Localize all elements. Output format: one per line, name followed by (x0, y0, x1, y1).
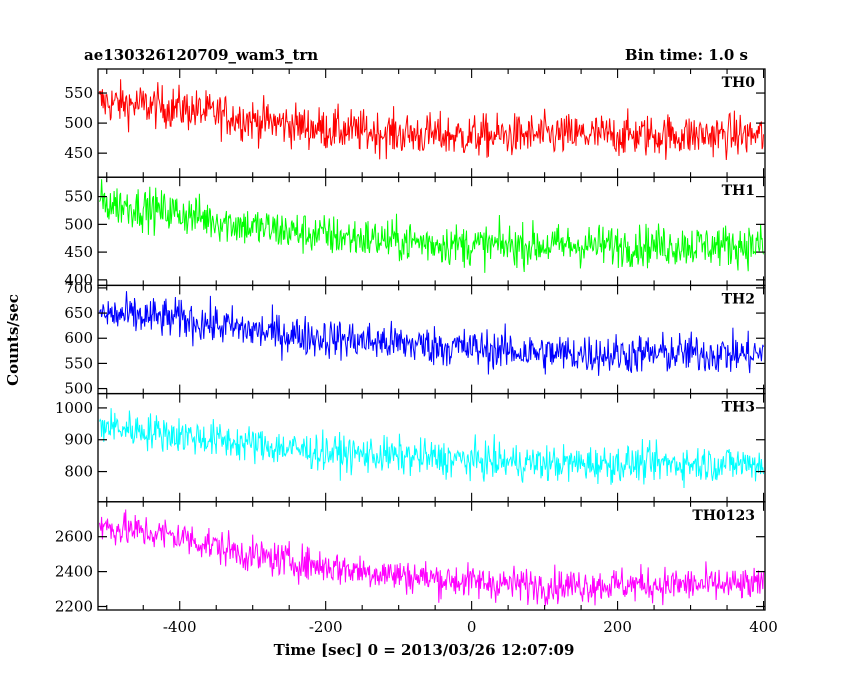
x-axis-label: Time [sec] 0 = 2013/03/26 12:07:09 (274, 641, 575, 659)
y-tick-label-th0123: 2200 (55, 598, 93, 616)
y-tick-label-th2: 650 (64, 304, 93, 322)
y-tick-label-th3: 900 (64, 431, 93, 449)
y-tick-label-th0: 500 (64, 114, 93, 132)
y-tick-label-th0123: 2600 (55, 528, 93, 546)
panel-label-th0: TH0 (722, 75, 756, 91)
panel-label-th2: TH2 (722, 291, 755, 307)
y-tick-label-th1: 450 (64, 243, 93, 261)
y-tick-label-th1: 500 (64, 215, 93, 233)
y-tick-label-th1: 400 (64, 271, 93, 289)
series-line-th0 (99, 79, 764, 161)
y-tick-label-th1: 550 (64, 188, 93, 206)
y-tick-label-th3: 1000 (55, 399, 93, 417)
y-tick-label-th2: 600 (64, 329, 93, 347)
panels-group: TH0 450 500 550 TH1 400 450 500 550 TH2 500 550 600 6… (55, 68, 778, 636)
x-tick-label: -200 (309, 618, 343, 636)
x-tick-label: 400 (749, 618, 778, 636)
y-tick-label-th0: 550 (64, 84, 93, 102)
y-tick-label-th0: 450 (64, 144, 93, 162)
x-tick-label: -400 (163, 618, 197, 636)
series-line-th0123 (99, 509, 764, 607)
panel-frame-th2 (97, 284, 766, 395)
panel-frame-th0123 (97, 501, 766, 611)
y-tick-label-th2: 500 (64, 380, 93, 398)
figure-title: ae130326120709_wam3_trn (84, 46, 318, 64)
panel-label-th3: TH3 (722, 400, 755, 416)
x-tick-label: 200 (603, 618, 632, 636)
panel-label-th0123: TH0123 (692, 508, 755, 524)
y-tick-label-th2: 700 (64, 279, 93, 297)
series-line-th3 (99, 408, 764, 489)
y-tick-label-th2: 550 (64, 354, 93, 372)
x-tick-label: 0 (467, 618, 477, 636)
y-tick-label-th0123: 2400 (55, 563, 93, 581)
y-axis-label: Counts/sec (4, 294, 22, 386)
y-tick-label-th3: 800 (64, 463, 93, 481)
series-line-th2 (99, 291, 764, 376)
panel-frame-th1 (97, 176, 766, 287)
bin-time-label: Bin time: 1.0 s (625, 46, 748, 64)
panel-label-th1: TH1 (722, 183, 755, 199)
series-line-th1 (99, 179, 764, 273)
